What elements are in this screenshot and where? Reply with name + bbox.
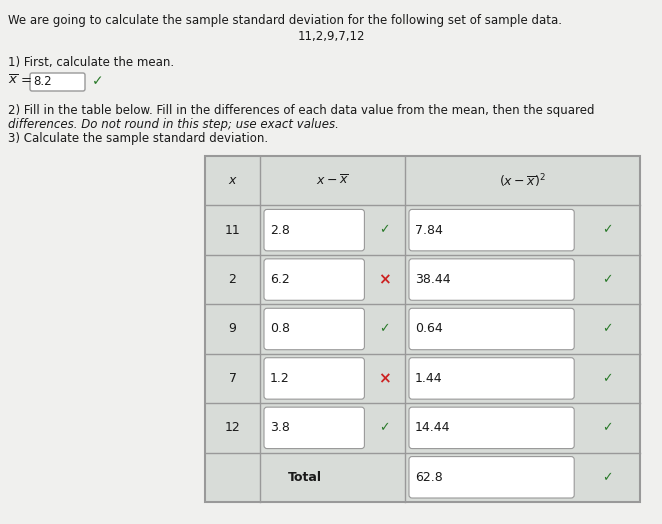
FancyBboxPatch shape (409, 210, 574, 251)
Text: 2) Fill in the table below. Fill in the differences of each data value from the : 2) Fill in the table below. Fill in the … (8, 104, 594, 117)
Text: 1.44: 1.44 (415, 372, 443, 385)
Text: ✓: ✓ (602, 322, 612, 335)
FancyBboxPatch shape (409, 358, 574, 399)
Text: ✓: ✓ (92, 74, 104, 88)
Text: Total: Total (288, 471, 322, 484)
Text: 2.8: 2.8 (270, 224, 290, 237)
Text: ×: × (378, 371, 391, 386)
FancyBboxPatch shape (264, 259, 364, 300)
Text: 3) Calculate the sample standard deviation.: 3) Calculate the sample standard deviati… (8, 132, 268, 145)
Text: 0.8: 0.8 (270, 322, 290, 335)
Text: $x - \overline{x}$: $x - \overline{x}$ (316, 173, 349, 188)
FancyBboxPatch shape (264, 407, 364, 449)
Text: differences. Do not round in this step; use exact values.: differences. Do not round in this step; … (8, 118, 339, 131)
FancyBboxPatch shape (264, 210, 364, 251)
Text: ✓: ✓ (602, 372, 612, 385)
Text: 11,2,9,7,12: 11,2,9,7,12 (297, 30, 365, 43)
Text: 12: 12 (224, 421, 240, 434)
Text: 9: 9 (228, 322, 236, 335)
Text: ×: × (378, 272, 391, 287)
Text: ✓: ✓ (602, 224, 612, 237)
Text: ✓: ✓ (602, 421, 612, 434)
Text: 62.8: 62.8 (415, 471, 443, 484)
FancyBboxPatch shape (264, 358, 364, 399)
Text: 7.84: 7.84 (415, 224, 443, 237)
Text: 38.44: 38.44 (415, 273, 451, 286)
Text: 6.2: 6.2 (270, 273, 290, 286)
Text: 0.64: 0.64 (415, 322, 443, 335)
Text: 8.2: 8.2 (33, 75, 52, 88)
Text: 7: 7 (228, 372, 236, 385)
Text: ✓: ✓ (602, 471, 612, 484)
Text: 11: 11 (224, 224, 240, 237)
Text: ✓: ✓ (379, 421, 390, 434)
Text: ✓: ✓ (379, 322, 390, 335)
Text: 1.2: 1.2 (270, 372, 290, 385)
Text: ✓: ✓ (602, 273, 612, 286)
FancyBboxPatch shape (409, 407, 574, 449)
Text: 3.8: 3.8 (270, 421, 290, 434)
Text: ✓: ✓ (379, 224, 390, 237)
FancyBboxPatch shape (409, 456, 574, 498)
Text: $x$: $x$ (228, 174, 238, 187)
FancyBboxPatch shape (409, 259, 574, 300)
Text: We are going to calculate the sample standard deviation for the following set of: We are going to calculate the sample sta… (8, 14, 562, 27)
Text: 1) First, calculate the mean.: 1) First, calculate the mean. (8, 56, 174, 69)
Text: 14.44: 14.44 (415, 421, 451, 434)
FancyBboxPatch shape (409, 308, 574, 350)
FancyBboxPatch shape (30, 73, 85, 91)
Text: 2: 2 (228, 273, 236, 286)
Text: $\overline{x}$ =: $\overline{x}$ = (8, 74, 32, 88)
FancyBboxPatch shape (205, 156, 640, 502)
FancyBboxPatch shape (264, 308, 364, 350)
Text: $(x - \overline{x})^2$: $(x - \overline{x})^2$ (499, 172, 545, 190)
